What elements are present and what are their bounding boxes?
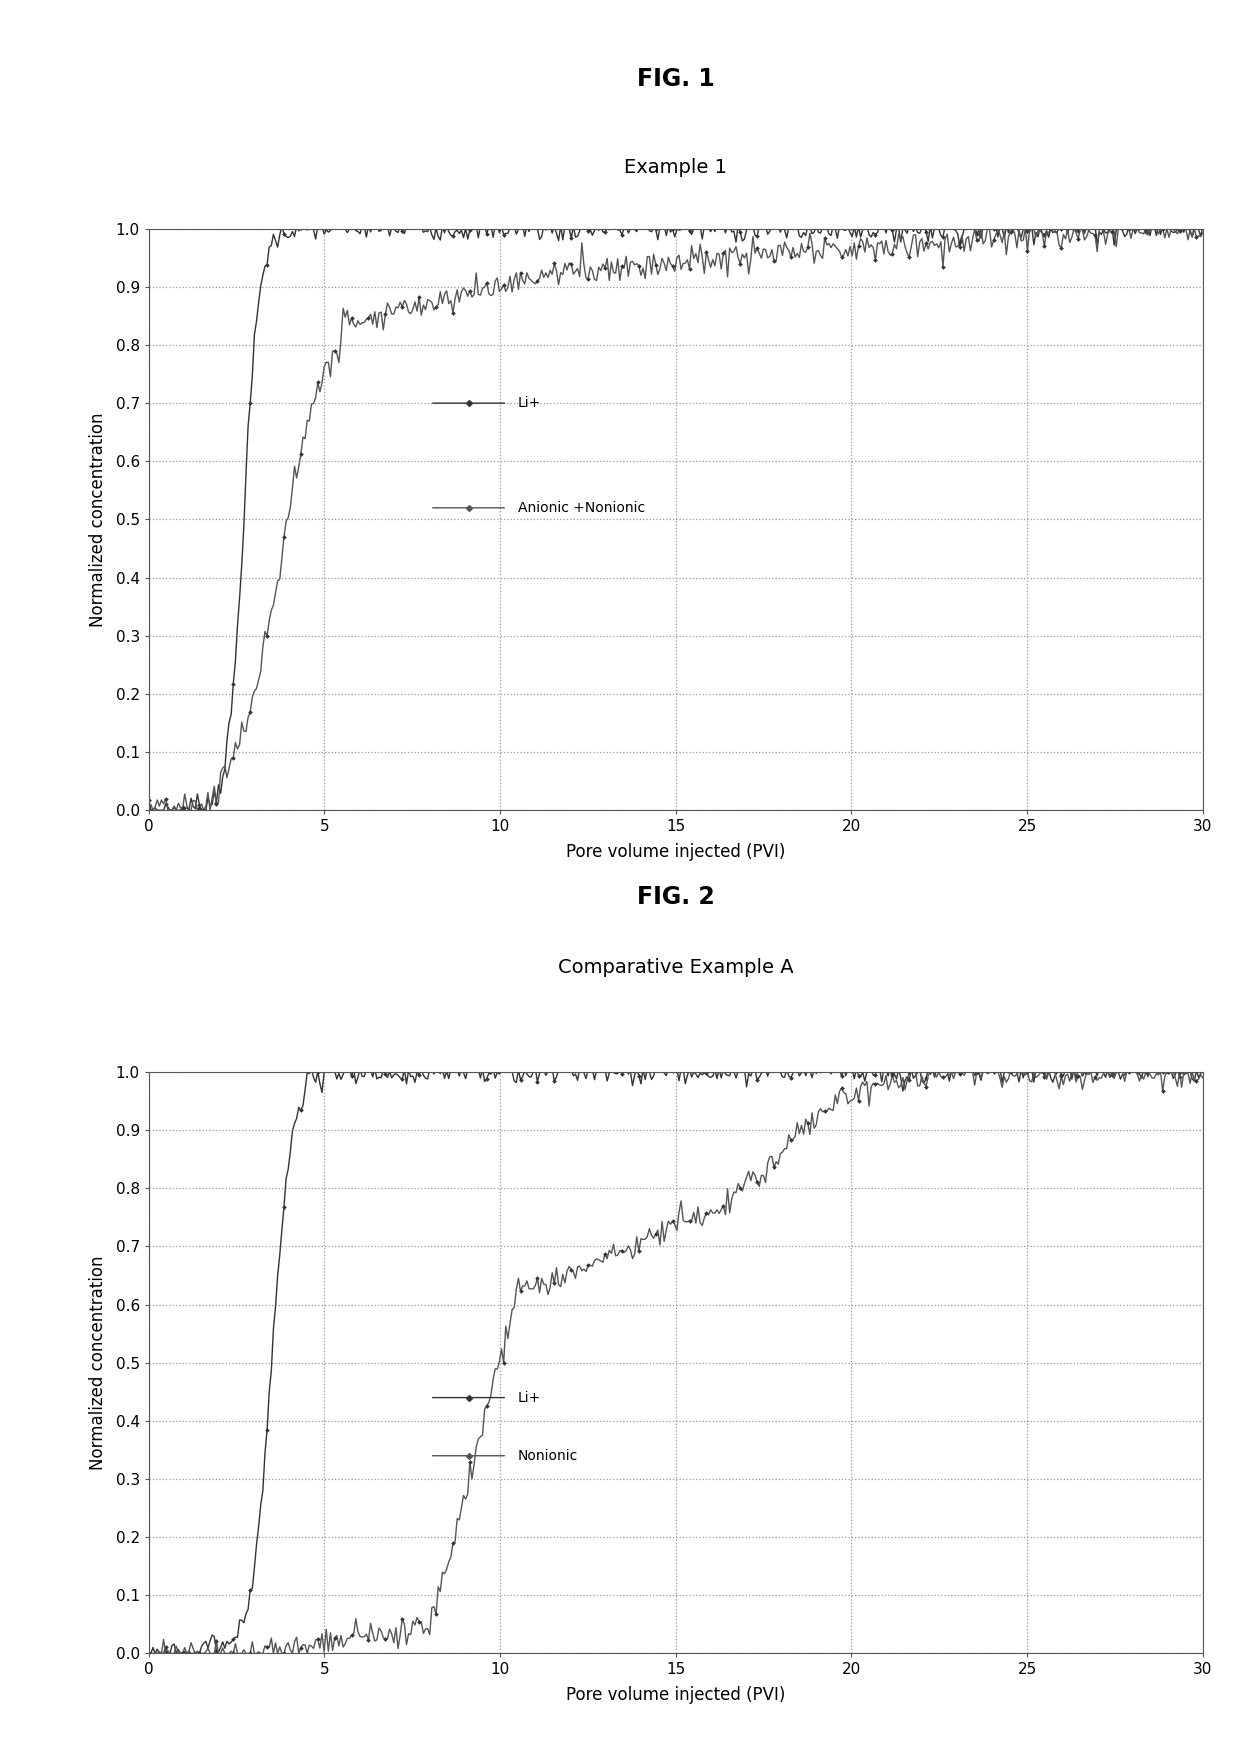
Text: Li+: Li+	[517, 396, 541, 410]
Text: Nonionic: Nonionic	[517, 1449, 578, 1463]
Text: Anionic +Nonionic: Anionic +Nonionic	[517, 501, 645, 515]
X-axis label: Pore volume injected (PVI): Pore volume injected (PVI)	[567, 843, 785, 860]
Text: FIG. 2: FIG. 2	[637, 885, 714, 909]
Y-axis label: Normalized concentration: Normalized concentration	[89, 1256, 107, 1471]
X-axis label: Pore volume injected (PVI): Pore volume injected (PVI)	[567, 1685, 785, 1704]
Text: Li+: Li+	[517, 1391, 541, 1405]
Text: Example 1: Example 1	[624, 158, 728, 176]
Text: Comparative Example A: Comparative Example A	[558, 959, 794, 976]
Y-axis label: Normalized concentration: Normalized concentration	[89, 412, 107, 626]
Text: FIG. 1: FIG. 1	[637, 67, 714, 91]
